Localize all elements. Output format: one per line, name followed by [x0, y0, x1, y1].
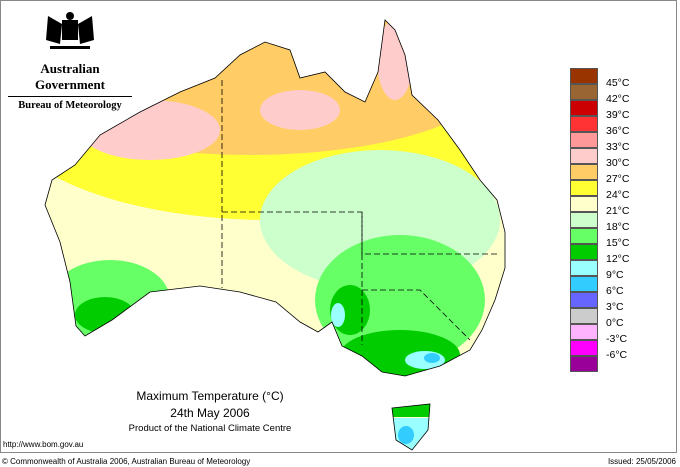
legend-label: -3°C — [606, 333, 628, 345]
legend-label: 39°C — [606, 109, 630, 121]
coat-of-arms-icon — [46, 12, 94, 49]
legend-label: 42°C — [606, 93, 630, 105]
legend-label: 18°C — [606, 221, 630, 233]
legend-swatch — [570, 132, 598, 148]
legend-swatch — [570, 100, 598, 116]
legend-label: 27°C — [606, 173, 630, 185]
legend-swatch — [570, 260, 598, 276]
band-6-9-tas — [398, 426, 414, 444]
legend-swatch — [570, 116, 598, 132]
legend-label: 33°C — [606, 141, 630, 153]
legend-swatch — [570, 196, 598, 212]
legend-swatch — [570, 292, 598, 308]
temperature-legend: 45°C 42°C 39°C 36°C 33°C 30°C 27°C 24°C 21°C 18°C… — [570, 68, 629, 372]
band-12-15-west — [75, 297, 135, 333]
issued-date: Issued: 25/05/2006 — [607, 457, 676, 466]
legend-label: 3°C — [606, 301, 624, 313]
government-name: Australian Government — [8, 61, 132, 97]
band-30-33-north — [260, 90, 340, 130]
legend-swatch — [570, 84, 598, 100]
legend-swatch — [570, 180, 598, 196]
legend-swatch — [570, 356, 598, 372]
legend-swatch — [570, 308, 598, 324]
band-9-12-sa — [331, 303, 345, 327]
legend-swatch — [570, 276, 598, 292]
legend-label: 21°C — [606, 205, 630, 217]
legend-swatch — [570, 340, 598, 356]
legend-swatch — [570, 164, 598, 180]
legend-label: 24°C — [606, 189, 630, 201]
legend-label: 30°C — [606, 157, 630, 169]
bureau-name: Bureau of Meteorology — [18, 100, 122, 111]
legend-swatch — [570, 324, 598, 340]
legend-swatch — [570, 228, 598, 244]
legend-label: 15°C — [606, 237, 630, 249]
legend-label: 0°C — [606, 317, 624, 329]
state-borders — [221, 80, 500, 345]
legend-label: 9°C — [606, 269, 624, 281]
coastline — [44, 19, 506, 451]
legend-swatch — [570, 244, 598, 260]
copyright-text: © Commonwealth of Australia 2006, Austra… — [2, 457, 251, 466]
legend-swatch — [570, 68, 598, 84]
legend-label: -6°C — [606, 349, 628, 361]
band-6-9-alps — [424, 353, 440, 363]
legend-swatch — [570, 212, 598, 228]
map-title: Maximum Temperature (°C) — [136, 389, 284, 403]
legend-label: 36°C — [606, 125, 630, 137]
legend-label: 12°C — [606, 253, 630, 265]
government-logo: Australian Government Bureau of Meteorol… — [8, 10, 132, 111]
legend-label: 45°C — [606, 77, 630, 89]
website-link[interactable]: http://www.bom.gov.au — [3, 440, 84, 449]
band-30-33-cape — [377, 20, 413, 100]
map-panel — [0, 0, 677, 453]
map-product: Product of the National Climate Centre — [128, 423, 292, 434]
legend-swatch — [570, 148, 598, 164]
map-date: 24th May 2006 — [170, 406, 250, 420]
band-12-15-southeast — [340, 330, 460, 380]
legend-label: 6°C — [606, 285, 624, 297]
